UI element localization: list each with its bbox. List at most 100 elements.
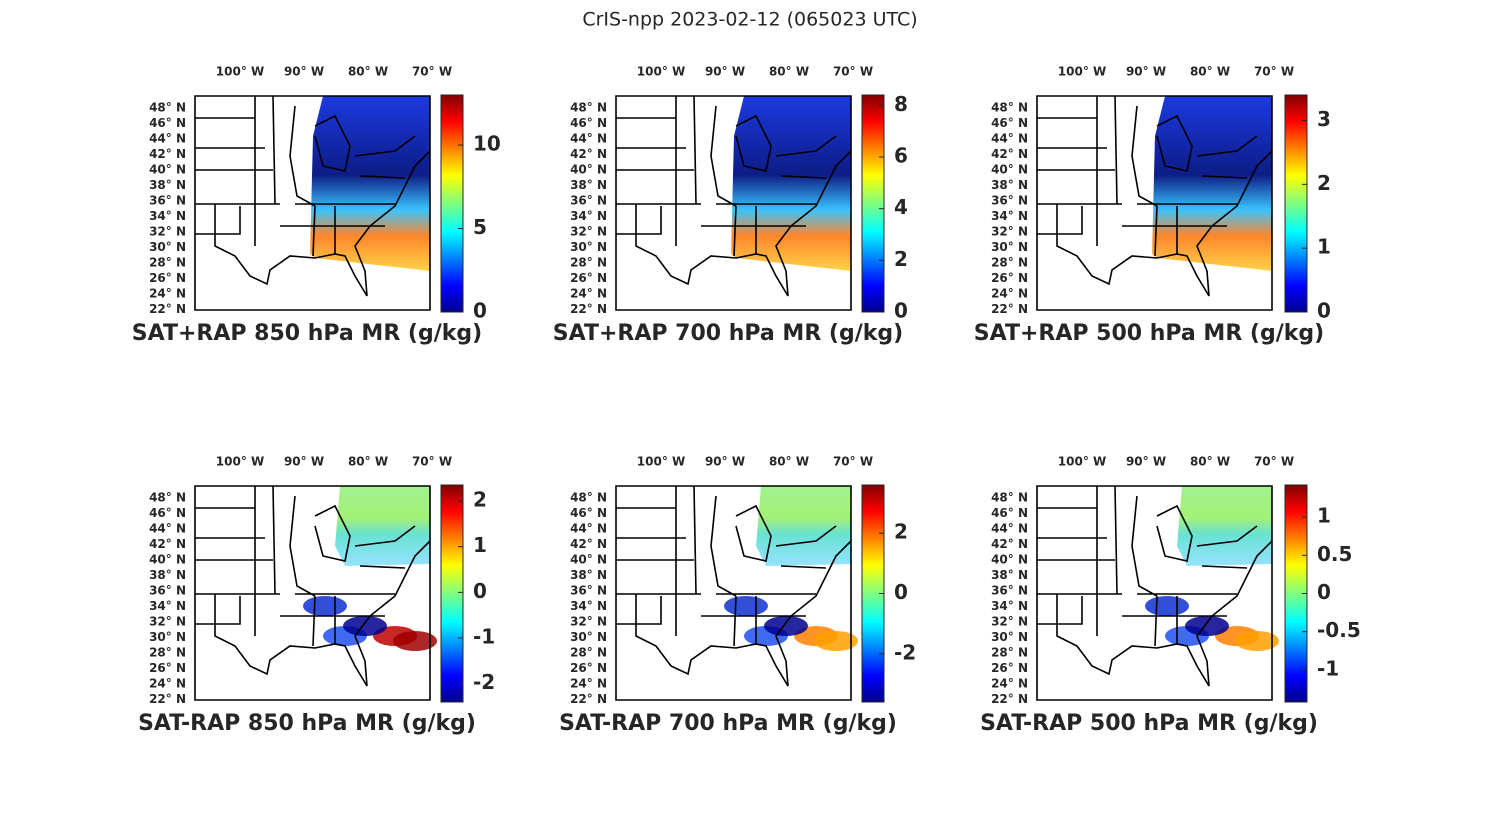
lat-label: 24° N xyxy=(570,287,607,301)
colorbar-label: 0 xyxy=(894,580,908,604)
swath-spot xyxy=(1145,596,1189,616)
colorbar-label: -0.5 xyxy=(1317,618,1361,642)
colorbar-label: 1 xyxy=(1317,504,1331,528)
lat-label: 44° N xyxy=(991,132,1028,146)
colorbar-label: 8 xyxy=(894,92,908,116)
lon-label: 100° W xyxy=(216,455,264,469)
lat-label: 36° N xyxy=(570,194,607,208)
lat-label: 46° N xyxy=(149,506,186,520)
lat-label: 40° N xyxy=(149,553,186,567)
colorbar-label: 0 xyxy=(1317,299,1331,323)
map-panel xyxy=(1036,95,1273,311)
lat-label: 28° N xyxy=(149,256,186,270)
colorbar xyxy=(1284,94,1308,313)
lon-label: 100° W xyxy=(1058,65,1106,79)
colorbar-label: 3 xyxy=(1317,107,1331,131)
lat-label: 22° N xyxy=(991,302,1028,316)
lat-label: 44° N xyxy=(570,522,607,536)
lat-label: 30° N xyxy=(149,240,186,254)
lat-label: 22° N xyxy=(149,692,186,706)
lon-label: 80° W xyxy=(769,455,809,469)
lat-label: 24° N xyxy=(149,677,186,691)
lat-label: 26° N xyxy=(570,271,607,285)
lat-label: 36° N xyxy=(149,194,186,208)
lat-label: 46° N xyxy=(570,506,607,520)
lat-label: 46° N xyxy=(991,116,1028,130)
map-panel xyxy=(194,95,431,311)
colorbar xyxy=(440,94,464,313)
lat-label: 40° N xyxy=(570,553,607,567)
lon-label: 80° W xyxy=(1190,65,1230,79)
lon-label: 80° W xyxy=(348,65,388,79)
colorbar-label: 1 xyxy=(473,533,487,557)
colorbar-label: 2 xyxy=(894,247,908,271)
lat-label: 42° N xyxy=(570,147,607,161)
lon-label: 80° W xyxy=(1190,455,1230,469)
swath xyxy=(335,486,430,566)
lat-label: 22° N xyxy=(570,302,607,316)
lat-label: 24° N xyxy=(570,677,607,691)
lat-label: 32° N xyxy=(570,225,607,239)
lon-label: 100° W xyxy=(216,65,264,79)
lat-label: 28° N xyxy=(570,256,607,270)
panel-title: SAT+RAP 500 hPa MR (g/kg) xyxy=(974,321,1324,346)
lat-label: 24° N xyxy=(149,287,186,301)
swath-spot xyxy=(1185,616,1229,636)
lon-label: 90° W xyxy=(705,455,745,469)
lat-label: 36° N xyxy=(570,584,607,598)
lat-label: 38° N xyxy=(570,568,607,582)
lat-label: 32° N xyxy=(149,225,186,239)
colorbar-label: 10 xyxy=(473,132,501,156)
lat-label: 48° N xyxy=(570,491,607,505)
lat-label: 48° N xyxy=(570,101,607,115)
map-panel xyxy=(194,485,437,701)
lat-label: 26° N xyxy=(570,661,607,675)
panel-title: SAT-RAP 700 hPa MR (g/kg) xyxy=(559,711,897,736)
lat-label: 44° N xyxy=(570,132,607,146)
colorbar-label: 0.5 xyxy=(1317,542,1352,566)
swath-spot xyxy=(1235,631,1279,651)
lon-label: 80° W xyxy=(348,455,388,469)
lon-label: 100° W xyxy=(1058,455,1106,469)
lon-label: 70° W xyxy=(833,65,873,79)
lat-label: 44° N xyxy=(991,522,1028,536)
swath-spot xyxy=(303,596,347,616)
swath-spot xyxy=(724,596,768,616)
lat-label: 46° N xyxy=(991,506,1028,520)
lat-label: 36° N xyxy=(149,584,186,598)
panel-title: SAT-RAP 850 hPa MR (g/kg) xyxy=(138,711,476,736)
lon-label: 70° W xyxy=(412,65,452,79)
panel-title: SAT+RAP 850 hPa MR (g/kg) xyxy=(132,321,482,346)
lat-label: 34° N xyxy=(991,599,1028,613)
lat-label: 42° N xyxy=(570,537,607,551)
swath-spot xyxy=(343,616,387,636)
lon-label: 90° W xyxy=(1126,455,1166,469)
colorbar-label: 2 xyxy=(1317,171,1331,195)
swath-spot xyxy=(393,631,437,651)
lat-label: 32° N xyxy=(991,225,1028,239)
lat-label: 36° N xyxy=(991,584,1028,598)
swath-spot xyxy=(814,631,858,651)
lat-label: 32° N xyxy=(570,615,607,629)
swath-spot xyxy=(764,616,808,636)
map-panel xyxy=(615,95,852,311)
lat-label: 48° N xyxy=(149,491,186,505)
colorbar-label: 6 xyxy=(894,144,908,168)
lat-label: 34° N xyxy=(149,599,186,613)
colorbar xyxy=(861,94,885,313)
lat-label: 28° N xyxy=(991,256,1028,270)
lat-label: 46° N xyxy=(149,116,186,130)
colorbar-label: 4 xyxy=(894,195,908,219)
lat-label: 48° N xyxy=(991,491,1028,505)
swath xyxy=(756,486,851,566)
lat-label: 44° N xyxy=(149,132,186,146)
lat-label: 38° N xyxy=(570,178,607,192)
lon-label: 100° W xyxy=(637,65,685,79)
panel-title: SAT+RAP 700 hPa MR (g/kg) xyxy=(553,321,903,346)
lon-label: 70° W xyxy=(833,455,873,469)
colorbar xyxy=(440,484,464,703)
lon-label: 90° W xyxy=(284,65,324,79)
lat-label: 40° N xyxy=(991,163,1028,177)
lat-label: 24° N xyxy=(991,677,1028,691)
lat-label: 38° N xyxy=(149,178,186,192)
